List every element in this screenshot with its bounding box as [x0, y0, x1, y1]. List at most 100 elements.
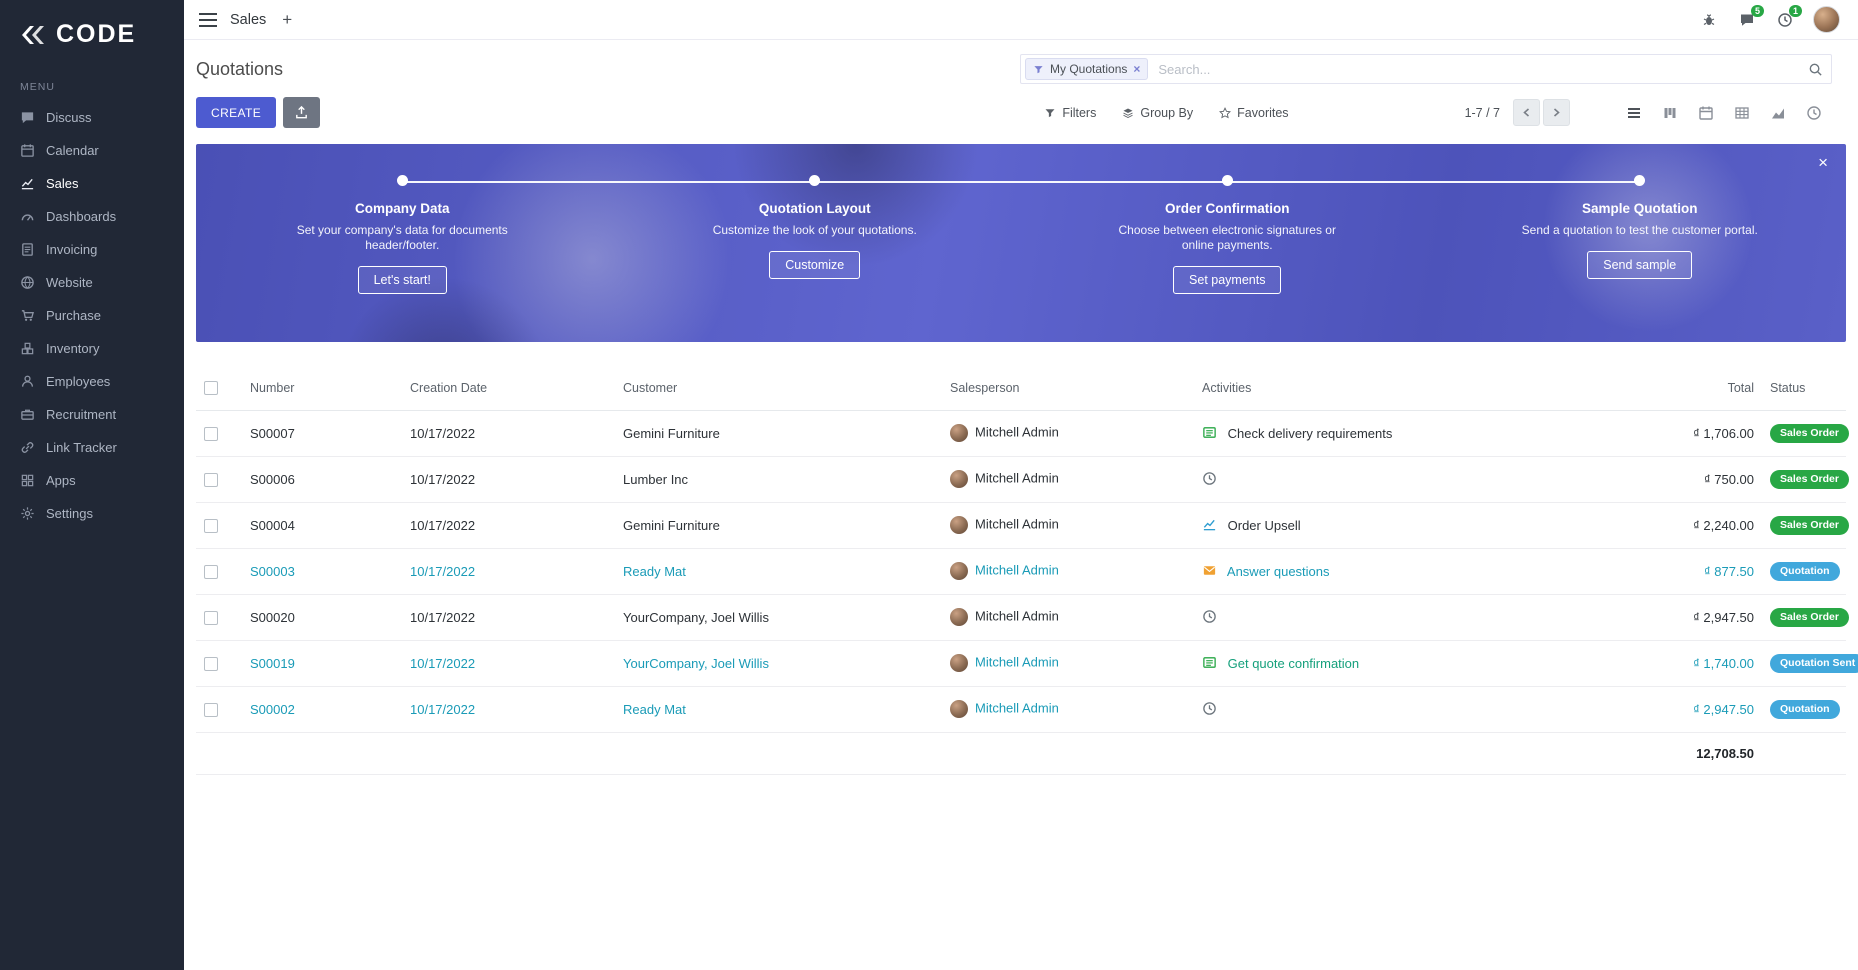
- table-header-row: Number Creation Date Customer Salesperson Ac…: [196, 366, 1846, 411]
- sidebar-item-apps[interactable]: Apps: [0, 464, 184, 497]
- topbar-app-name[interactable]: Sales: [230, 11, 267, 28]
- customer-name: Gemini Furniture: [623, 425, 720, 441]
- order-total: ₫ 750.00: [1703, 471, 1754, 487]
- table-row[interactable]: S00003 10/17/2022 Ready Mat Mitchell Adm…: [196, 548, 1846, 595]
- app-logo[interactable]: CODE: [0, 0, 184, 67]
- activity-cell[interactable]: Order Upsell: [1194, 502, 1597, 549]
- row-checkbox[interactable]: [204, 564, 218, 579]
- search-icon[interactable]: [1808, 62, 1823, 77]
- step-action-button[interactable]: Send sample: [1587, 251, 1693, 279]
- hamburger-menu-icon[interactable]: [198, 12, 218, 28]
- kanban-view-icon[interactable]: [1652, 99, 1688, 127]
- sidebar-item-label: Link Tracker: [46, 440, 117, 455]
- row-checkbox[interactable]: [204, 702, 218, 717]
- sidebar-item-website[interactable]: Website: [0, 266, 184, 299]
- filters-label: Filters: [1062, 105, 1097, 120]
- column-header-activities[interactable]: Activities: [1194, 366, 1597, 411]
- quotation-number: S00020: [250, 609, 295, 625]
- creation-date: 10/17/2022: [410, 471, 476, 487]
- sidebar-item-label: Website: [46, 275, 93, 290]
- envelope-icon[interactable]: [1202, 563, 1217, 578]
- bug-icon[interactable]: [1699, 10, 1719, 30]
- order-total: ₫ 877.50: [1703, 563, 1754, 579]
- sidebar-item-link-tracker[interactable]: Link Tracker: [0, 431, 184, 464]
- row-checkbox[interactable]: [204, 518, 218, 533]
- sidebar-item-dashboards[interactable]: Dashboards: [0, 200, 184, 233]
- table-row[interactable]: S00020 10/17/2022 YourCompany, Joel Will…: [196, 594, 1849, 641]
- column-header-total[interactable]: Total: [1597, 366, 1762, 411]
- chart-icon[interactable]: [1202, 517, 1217, 532]
- column-header-salesperson[interactable]: Salesperson: [942, 366, 1194, 411]
- sidebar-item-purchase[interactable]: Purchase: [0, 299, 184, 332]
- search-input[interactable]: [1148, 61, 1808, 77]
- favorites-button[interactable]: Favorites: [1219, 105, 1289, 120]
- row-checkbox[interactable]: [204, 472, 218, 487]
- pivot-view-icon[interactable]: [1724, 99, 1760, 127]
- table-row[interactable]: S00019 10/17/2022 YourCompany, Joel Will…: [196, 640, 1858, 687]
- banner-close-icon[interactable]: ×: [1818, 153, 1828, 172]
- sidebar-item-settings[interactable]: Settings: [0, 497, 184, 530]
- search-box[interactable]: My Quotations ×: [1020, 54, 1832, 84]
- list-view-icon[interactable]: [1616, 99, 1652, 127]
- create-button[interactable]: CREATE: [196, 97, 277, 128]
- activity-cell[interactable]: [1194, 594, 1597, 641]
- step-action-button[interactable]: Customize: [769, 251, 861, 279]
- sidebar-item-sales[interactable]: Sales: [0, 167, 184, 200]
- chevron-left-icon: [1523, 108, 1530, 117]
- select-all-checkbox[interactable]: [204, 381, 218, 396]
- onboarding-step: Company Data Set your company's data for…: [196, 175, 609, 342]
- clock-icon[interactable]: [1202, 609, 1217, 624]
- messages-icon[interactable]: 5: [1737, 4, 1764, 30]
- creation-date: 10/17/2022: [410, 425, 476, 441]
- step-action-button[interactable]: Set payments: [1173, 266, 1282, 294]
- table-row[interactable]: S00007 10/17/2022 Gemini Furniture Mitch…: [196, 410, 1849, 457]
- customer-name: Ready Mat: [623, 563, 686, 579]
- clock-icon[interactable]: [1202, 701, 1217, 716]
- activity-cell[interactable]: [1194, 456, 1597, 503]
- sidebar-item-calendar[interactable]: Calendar: [0, 134, 184, 167]
- filters-button[interactable]: Filters: [1044, 106, 1096, 120]
- quotations-list: Number Creation Date Customer Salesperson Ac…: [196, 366, 1858, 775]
- row-checkbox[interactable]: [204, 610, 218, 625]
- activity-view-icon[interactable]: [1796, 99, 1832, 127]
- graph-view-icon[interactable]: [1760, 99, 1796, 127]
- list-icon[interactable]: [1202, 655, 1217, 670]
- groupby-button[interactable]: Group By: [1122, 106, 1193, 120]
- export-button[interactable]: [283, 97, 321, 128]
- column-header-number[interactable]: Number: [242, 366, 402, 411]
- facet-close-icon[interactable]: ×: [1133, 62, 1141, 76]
- activity-cell[interactable]: Check delivery requirements: [1194, 410, 1597, 457]
- logo-text: CODE: [56, 20, 137, 48]
- clock-icon[interactable]: [1202, 471, 1217, 486]
- pager-next-button[interactable]: [1543, 99, 1570, 126]
- calendar-view-icon[interactable]: [1688, 99, 1724, 127]
- sidebar-item-inventory[interactable]: Inventory: [0, 332, 184, 365]
- pager-prev-button[interactable]: [1513, 99, 1540, 126]
- activity-cell[interactable]: [1194, 686, 1597, 733]
- table-row[interactable]: S00006 10/17/2022 Lumber Inc Mitchell Ad…: [196, 456, 1849, 503]
- column-header-creation-date[interactable]: Creation Date: [402, 366, 615, 411]
- step-description: Send a quotation to test the customer po…: [1521, 223, 1758, 237]
- column-header-status[interactable]: Status: [1762, 366, 1846, 411]
- sidebar-item-recruitment[interactable]: Recruitment: [0, 398, 184, 431]
- favorites-label: Favorites: [1237, 105, 1289, 120]
- table-row[interactable]: S00004 10/17/2022 Gemini Furniture Mitch…: [196, 502, 1849, 549]
- row-checkbox[interactable]: [204, 426, 218, 441]
- step-title: Order Confirmation: [1164, 201, 1290, 216]
- activities-icon[interactable]: 1: [1775, 4, 1802, 30]
- column-header-customer[interactable]: Customer: [615, 366, 942, 411]
- sidebar-item-invoicing[interactable]: Invoicing: [0, 233, 184, 266]
- table-row[interactable]: S00002 10/17/2022 Ready Mat Mitchell Adm…: [196, 686, 1846, 733]
- topbar-plus-button[interactable]: +: [282, 9, 293, 29]
- user-avatar[interactable]: [1813, 6, 1840, 33]
- step-action-button[interactable]: Let's start!: [357, 266, 447, 294]
- activity-cell[interactable]: Get quote confirmation: [1194, 640, 1597, 687]
- sidebar-item-employees[interactable]: Employees: [0, 365, 184, 398]
- list-icon[interactable]: [1202, 425, 1217, 440]
- sidebar-item-discuss[interactable]: Discuss: [0, 101, 184, 134]
- select-all-header[interactable]: [196, 366, 242, 411]
- activity-cell[interactable]: Answer questions: [1194, 548, 1597, 595]
- salesperson-name: Mitchell Admin: [975, 654, 1059, 670]
- search-facet[interactable]: My Quotations ×: [1025, 58, 1149, 80]
- row-checkbox[interactable]: [204, 656, 218, 671]
